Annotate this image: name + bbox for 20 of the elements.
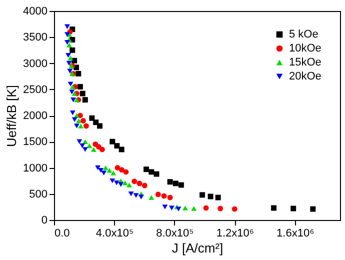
legend-label: 5 kOe	[289, 28, 318, 40]
y-tick-label: 2500	[23, 84, 48, 96]
x-tick-label: 4.0x10⁵	[96, 228, 134, 240]
x-tick-label: 8.0x10⁵	[156, 228, 194, 240]
y-tick-label: 0	[41, 214, 48, 226]
x-tick-label: 1.6x10⁶	[276, 228, 314, 240]
y-tick-label: 1500	[23, 136, 48, 148]
x-tick-label: 1.2x10⁶	[216, 228, 254, 240]
legend-label: 20kOe	[289, 70, 322, 82]
x-tick-label: 0.0	[54, 228, 70, 240]
y-axis-title: Ueff/kB [K]	[4, 85, 20, 147]
legend-label: 15kOe	[289, 56, 322, 68]
x-axis-title: J [A/cm²]	[172, 240, 224, 256]
y-tick-label: 3500	[23, 32, 48, 44]
y-tick-label: 500	[29, 188, 48, 200]
y-tick-label: 2000	[23, 110, 48, 122]
y-tick-label: 4000	[23, 6, 48, 18]
y-tick-label: 3000	[23, 58, 48, 70]
y-tick-label: 1000	[23, 162, 48, 174]
legend-label: 10kOe	[289, 42, 322, 54]
